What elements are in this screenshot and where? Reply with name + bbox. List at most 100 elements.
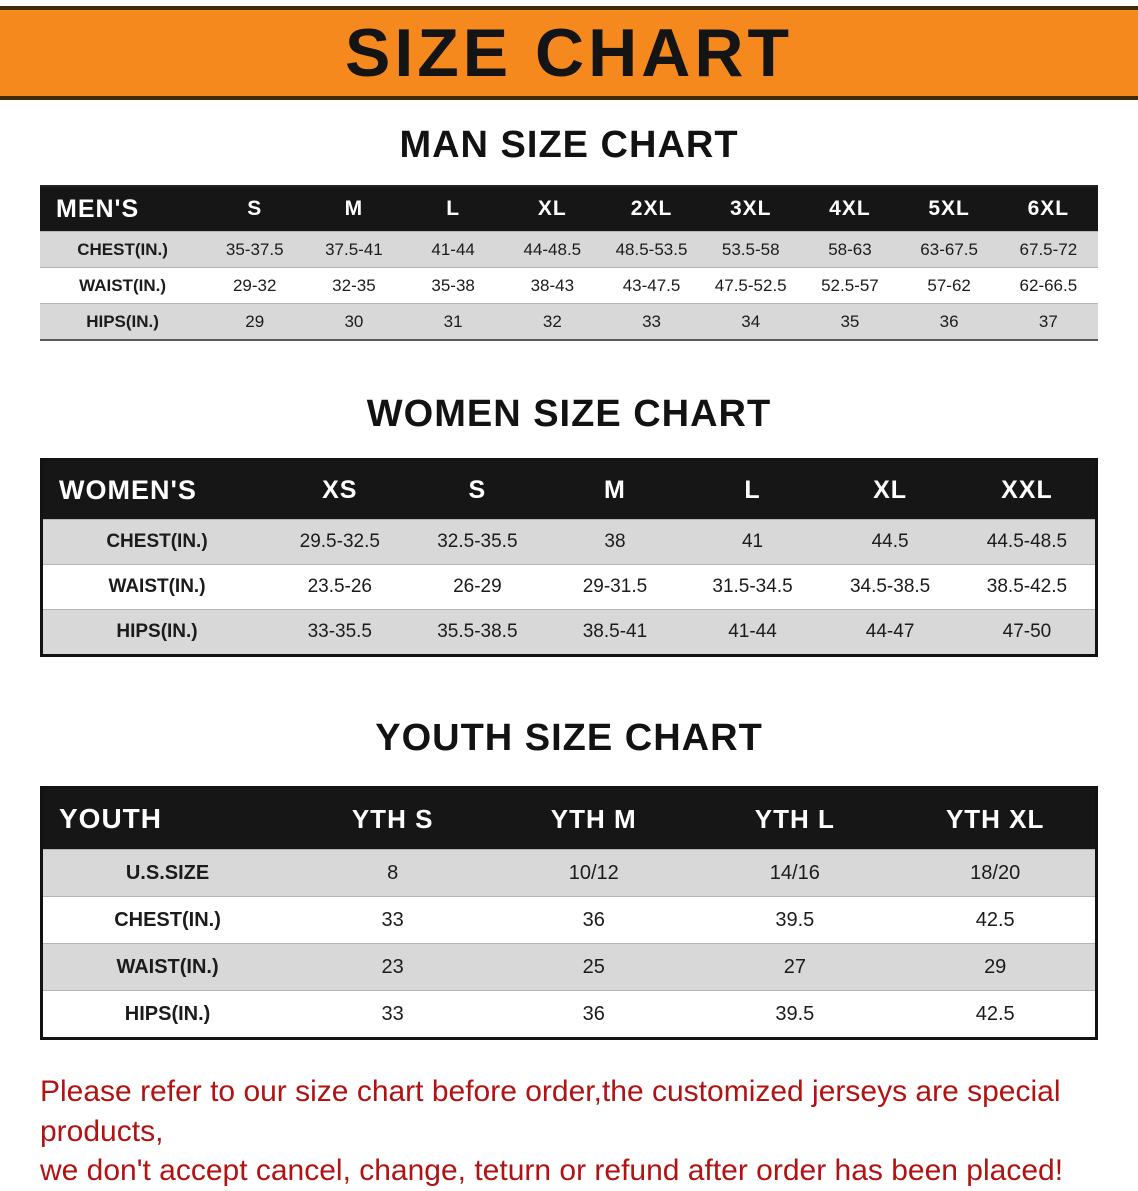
men-section-heading: MAN SIZE CHART xyxy=(399,124,739,166)
value-cell: 47.5-52.5 xyxy=(701,267,801,304)
value-cell: 23 xyxy=(292,943,494,991)
value-cell: 14/16 xyxy=(694,849,896,897)
table-header-row: WOMEN'S XS S M L XL XXL xyxy=(41,459,1097,520)
value-cell: 35-38 xyxy=(403,267,503,304)
value-cell: 38 xyxy=(546,519,684,565)
value-cell: 32 xyxy=(502,303,602,340)
value-cell: 29-32 xyxy=(205,267,305,304)
value-cell: 31 xyxy=(403,303,503,340)
size-header-cell: XL xyxy=(502,186,602,232)
women-size-table: WOMEN'S XS S M L XL XXL CHEST(IN.) 29.5-32.5 32.5… xyxy=(40,458,1098,657)
size-header-cell: 3XL xyxy=(701,186,801,232)
value-cell: 29 xyxy=(895,943,1097,991)
size-header-cell: L xyxy=(403,186,503,232)
value-cell: 62-66.5 xyxy=(998,267,1098,304)
value-cell: 58-63 xyxy=(800,231,900,268)
order-policy-line-1: Please refer to our size chart before or… xyxy=(40,1075,1061,1148)
value-cell: 33 xyxy=(601,303,702,340)
value-cell: 31.5-34.5 xyxy=(683,564,822,610)
size-header-cell: M xyxy=(546,459,684,520)
value-cell: 41-44 xyxy=(683,609,822,656)
row-label-cell: CHEST(IN.) xyxy=(41,519,271,565)
table-title-cell: MEN'S xyxy=(40,186,206,232)
table-row: CHEST(IN.) 35-37.5 37.5-41 41-44 44-48.5 48.5… xyxy=(40,231,1098,268)
value-cell: 27 xyxy=(694,943,896,991)
value-cell: 41-44 xyxy=(403,231,503,268)
size-grid-table: MEN'S S M L XL 2XL 3XL 4XL 5XL 6XL CHEST(IN.) 35-37… xyxy=(40,185,1098,341)
size-chart-banner: SIZE CHART xyxy=(0,6,1138,100)
value-cell: 33-35.5 xyxy=(271,609,409,656)
size-header-cell: YTH XL xyxy=(895,787,1097,850)
table-title-cell: YOUTH xyxy=(41,787,293,850)
value-cell: 18/20 xyxy=(895,849,1097,897)
table-row: HIPS(IN.) 33 36 39.5 42.5 xyxy=(41,990,1097,1039)
value-cell: 38-43 xyxy=(502,267,602,304)
value-cell: 34.5-38.5 xyxy=(821,564,959,610)
size-header-cell: YTH L xyxy=(694,787,896,850)
value-cell: 32.5-35.5 xyxy=(408,519,547,565)
value-cell: 42.5 xyxy=(895,990,1097,1039)
size-header-cell: S xyxy=(408,459,547,520)
row-label-cell: U.S.SIZE xyxy=(41,849,293,897)
size-header-cell: YTH M xyxy=(493,787,695,850)
value-cell: 67.5-72 xyxy=(998,231,1098,268)
row-label-cell: WAIST(IN.) xyxy=(40,267,206,304)
value-cell: 38.5-41 xyxy=(546,609,684,656)
value-cell: 44.5-48.5 xyxy=(958,519,1097,565)
size-header-cell: L xyxy=(683,459,822,520)
size-header-cell: XXL xyxy=(958,459,1097,520)
size-header-cell: S xyxy=(205,186,305,232)
value-cell: 35-37.5 xyxy=(205,231,305,268)
value-cell: 36 xyxy=(899,303,999,340)
page-title: SIZE CHART xyxy=(345,15,793,91)
table-row: HIPS(IN.) 33-35.5 35.5-38.5 38.5-41 41-44 44-… xyxy=(41,609,1097,656)
table-header-row: YOUTH YTH S YTH M YTH L YTH XL xyxy=(41,787,1097,850)
value-cell: 33 xyxy=(292,896,494,944)
table-row: CHEST(IN.) 33 36 39.5 42.5 xyxy=(41,896,1097,944)
value-cell: 29-31.5 xyxy=(546,564,684,610)
value-cell: 57-62 xyxy=(899,267,999,304)
order-policy-note: Please refer to our size chart before or… xyxy=(40,1072,1098,1191)
table-row: CHEST(IN.) 29.5-32.5 32.5-35.5 38 41 44.5 44.5… xyxy=(41,519,1097,565)
value-cell: 53.5-58 xyxy=(701,231,801,268)
table-row: U.S.SIZE 8 10/12 14/16 18/20 xyxy=(41,849,1097,897)
row-label-cell: CHEST(IN.) xyxy=(40,231,206,268)
value-cell: 33 xyxy=(292,990,494,1039)
youth-section-heading: YOUTH SIZE CHART xyxy=(375,717,763,759)
value-cell: 29.5-32.5 xyxy=(271,519,409,565)
table-title-cell: WOMEN'S xyxy=(41,459,271,520)
row-label-cell: HIPS(IN.) xyxy=(41,609,271,656)
table-row: WAIST(IN.) 23 25 27 29 xyxy=(41,943,1097,991)
value-cell: 42.5 xyxy=(895,896,1097,944)
size-header-cell: M xyxy=(304,186,404,232)
value-cell: 39.5 xyxy=(694,990,896,1039)
value-cell: 44-47 xyxy=(821,609,959,656)
table-header-row: MEN'S S M L XL 2XL 3XL 4XL 5XL 6XL xyxy=(40,186,1098,232)
value-cell: 34 xyxy=(701,303,801,340)
row-label-cell: CHEST(IN.) xyxy=(41,896,293,944)
value-cell: 36 xyxy=(493,990,695,1039)
size-header-cell: 2XL xyxy=(601,186,702,232)
women-section-heading: WOMEN SIZE CHART xyxy=(366,393,772,435)
value-cell: 43-47.5 xyxy=(601,267,702,304)
value-cell: 26-29 xyxy=(408,564,547,610)
size-header-cell: 4XL xyxy=(800,186,900,232)
value-cell: 63-67.5 xyxy=(899,231,999,268)
value-cell: 29 xyxy=(205,303,305,340)
value-cell: 38.5-42.5 xyxy=(958,564,1097,610)
value-cell: 30 xyxy=(304,303,404,340)
value-cell: 41 xyxy=(683,519,822,565)
value-cell: 32-35 xyxy=(304,267,404,304)
value-cell: 25 xyxy=(493,943,695,991)
value-cell: 52.5-57 xyxy=(800,267,900,304)
size-header-cell: 5XL xyxy=(899,186,999,232)
value-cell: 37.5-41 xyxy=(304,231,404,268)
table-row: WAIST(IN.) 29-32 32-35 35-38 38-43 43-47.5 47.… xyxy=(40,267,1098,304)
row-label-cell: WAIST(IN.) xyxy=(41,943,293,991)
value-cell: 35 xyxy=(800,303,900,340)
value-cell: 8 xyxy=(292,849,494,897)
size-grid-table: WOMEN'S XS S M L XL XXL CHEST(IN.) 29.5-32.5 32.5… xyxy=(40,458,1098,657)
value-cell: 39.5 xyxy=(694,896,896,944)
value-cell: 44-48.5 xyxy=(502,231,602,268)
row-label-cell: HIPS(IN.) xyxy=(40,303,206,340)
